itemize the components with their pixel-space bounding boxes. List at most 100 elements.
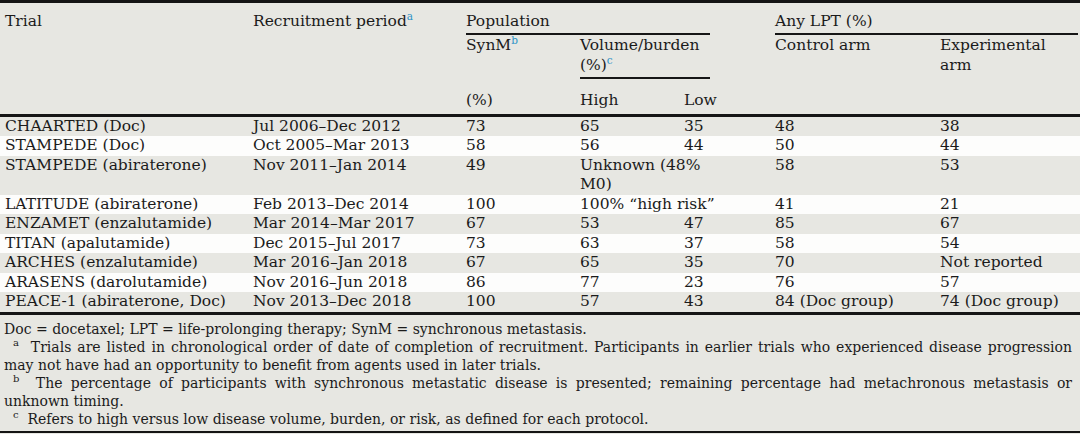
cell-control: 41	[770, 195, 935, 215]
cell-recruitment: Nov 2013–Dec 2018	[248, 292, 461, 313]
group-header-population-label: Population	[466, 11, 710, 35]
cell-recruitment: Mar 2014–Mar 2017	[248, 214, 461, 234]
col-header-volume-burden: Volume/burden(%)c	[575, 35, 770, 89]
footnote-abbreviations: Doc = docetaxel; LPT = life-prolonging t…	[4, 320, 1072, 338]
group-header-any-lpt: Any LPT (%)	[770, 3, 1080, 35]
cell-experimental: 38	[935, 115, 1080, 136]
footnote-a-text: Trials are listed in chronological order…	[4, 339, 1072, 373]
group-header-any-lpt-label: Any LPT (%)	[775, 11, 1078, 35]
col-header-low: Low	[679, 89, 770, 115]
cell-trial: STAMPEDE (abiraterone)	[0, 156, 248, 195]
table-row: LATITUDE (abiraterone) Feb 2013–Dec 2014…	[0, 195, 1080, 215]
col-header-recruitment-label: Recruitment period	[253, 12, 407, 30]
cell-synm: 73	[461, 234, 575, 254]
col-header-volume-line2: (%)	[580, 56, 607, 74]
cell-recruitment: Feb 2013–Dec 2014	[248, 195, 461, 215]
footnote-a-marker: a	[13, 337, 19, 348]
cell-high: 57	[575, 292, 679, 313]
cell-recruitment: Dec 2015–Jul 2017	[248, 234, 461, 254]
trials-table: Trial Recruitment perioda Population Any…	[0, 3, 1080, 315]
cell-trial: CHAARTED (Doc)	[0, 115, 248, 136]
footnote-ref-b: b	[511, 34, 518, 46]
table-row: PEACE-1 (abiraterone, Doc) Nov 2013–Dec …	[0, 292, 1080, 313]
table-bottom-rule	[0, 431, 1080, 433]
cell-control: 50	[770, 136, 935, 156]
cell-high: 53	[575, 214, 679, 234]
cell-synm: 100	[461, 292, 575, 313]
cell-experimental: 67	[935, 214, 1080, 234]
cell-high: 65	[575, 115, 679, 136]
col-header-synm-label: SynM	[466, 36, 511, 54]
col-header-experimental-arm: Experimental arm	[935, 35, 1080, 115]
cell-synm: 49	[461, 156, 575, 195]
footnote-ref-a: a	[407, 10, 413, 22]
table-header: Trial Recruitment perioda Population Any…	[0, 3, 1080, 115]
cell-low: 23	[679, 273, 770, 293]
col-header-control-arm: Control arm	[770, 35, 935, 115]
table-row: ENZAMET (enzalutamide) Mar 2014–Mar 2017…	[0, 214, 1080, 234]
cell-control: 70	[770, 253, 935, 273]
col-header-high: High	[575, 89, 679, 115]
cell-experimental: 57	[935, 273, 1080, 293]
col-header-synm: SynMb	[461, 35, 575, 89]
cell-trial: PEACE-1 (abiraterone, Doc)	[0, 292, 248, 313]
cell-trial: ARCHES (enzalutamide)	[0, 253, 248, 273]
cell-trial: STAMPEDE (Doc)	[0, 136, 248, 156]
col-header-low-label: Low	[684, 91, 717, 109]
cell-experimental: 53	[935, 156, 1080, 195]
footnote-c-marker: c	[13, 409, 19, 420]
col-header-trial-label: Trial	[5, 12, 42, 30]
footnote-b-marker: b	[13, 373, 19, 384]
col-header-synm-unit-label: (%)	[466, 91, 493, 109]
footnote-c: c Refers to high versus low disease volu…	[4, 410, 1072, 428]
cell-synm: 58	[461, 136, 575, 156]
cell-control: 85	[770, 214, 935, 234]
table-row: ARCHES (enzalutamide) Mar 2016–Jan 2018 …	[0, 253, 1080, 273]
table-row: ARASENS (darolutamide) Nov 2016–Jun 2018…	[0, 273, 1080, 293]
cell-high: 77	[575, 273, 679, 293]
cell-trial: ENZAMET (enzalutamide)	[0, 214, 248, 234]
table-row: TITAN (apalutamide) Dec 2015–Jul 2017 73…	[0, 234, 1080, 254]
cell-high: 56	[575, 136, 679, 156]
footnote-b: b The percentage of participants with sy…	[4, 374, 1072, 410]
journal-table-panel: Trial Recruitment perioda Population Any…	[0, 0, 1080, 434]
cell-synm: 67	[461, 253, 575, 273]
table-row: CHAARTED (Doc) Jul 2006–Dec 2012 73 65 3…	[0, 115, 1080, 136]
table-row: STAMPEDE (Doc) Oct 2005–Mar 2013 58 56 4…	[0, 136, 1080, 156]
cell-trial: TITAN (apalutamide)	[0, 234, 248, 254]
cell-synm: 73	[461, 115, 575, 136]
table-row: STAMPEDE (abiraterone) Nov 2011–Jan 2014…	[0, 156, 1080, 195]
table-body: CHAARTED (Doc) Jul 2006–Dec 2012 73 65 3…	[0, 115, 1080, 313]
cell-recruitment: Mar 2016–Jan 2018	[248, 253, 461, 273]
cell-low: 35	[679, 253, 770, 273]
col-header-control-arm-label: Control arm	[775, 36, 870, 54]
footnote-c-text: Refers to high versus low disease volume…	[28, 411, 649, 427]
col-header-recruitment: Recruitment perioda	[248, 3, 461, 115]
footnote-b-text: The percentage of participants with sync…	[4, 375, 1072, 409]
cell-synm: 86	[461, 273, 575, 293]
cell-experimental: Not reported	[935, 253, 1080, 273]
cell-synm: 100	[461, 195, 575, 215]
cell-control: 48	[770, 115, 935, 136]
cell-control: 58	[770, 234, 935, 254]
cell-volume-merged-text: Unknown (48% M0)	[580, 156, 704, 195]
cell-trial: ARASENS (darolutamide)	[0, 273, 248, 293]
col-header-high-label: High	[580, 91, 618, 109]
footnotes: Doc = docetaxel; LPT = life-prolonging t…	[0, 315, 1080, 428]
col-header-synm-unit: (%)	[461, 89, 575, 115]
cell-low: 44	[679, 136, 770, 156]
col-header-trial: Trial	[0, 3, 248, 115]
cell-experimental: 74 (Doc group)	[935, 292, 1080, 313]
col-header-volume-line1: Volume/burden	[580, 36, 700, 54]
cell-volume-merged: 100% “high risk”	[575, 195, 770, 215]
cell-experimental: 21	[935, 195, 1080, 215]
cell-experimental: 54	[935, 234, 1080, 254]
cell-control: 58	[770, 156, 935, 195]
footnote-a: a Trials are listed in chronological ord…	[4, 338, 1072, 374]
cell-recruitment: Oct 2005–Mar 2013	[248, 136, 461, 156]
cell-low: 35	[679, 115, 770, 136]
cell-high: 63	[575, 234, 679, 254]
col-header-experimental-arm-label: Experimental arm	[940, 36, 1046, 74]
cell-trial: LATITUDE (abiraterone)	[0, 195, 248, 215]
group-header-population: Population	[461, 3, 770, 35]
